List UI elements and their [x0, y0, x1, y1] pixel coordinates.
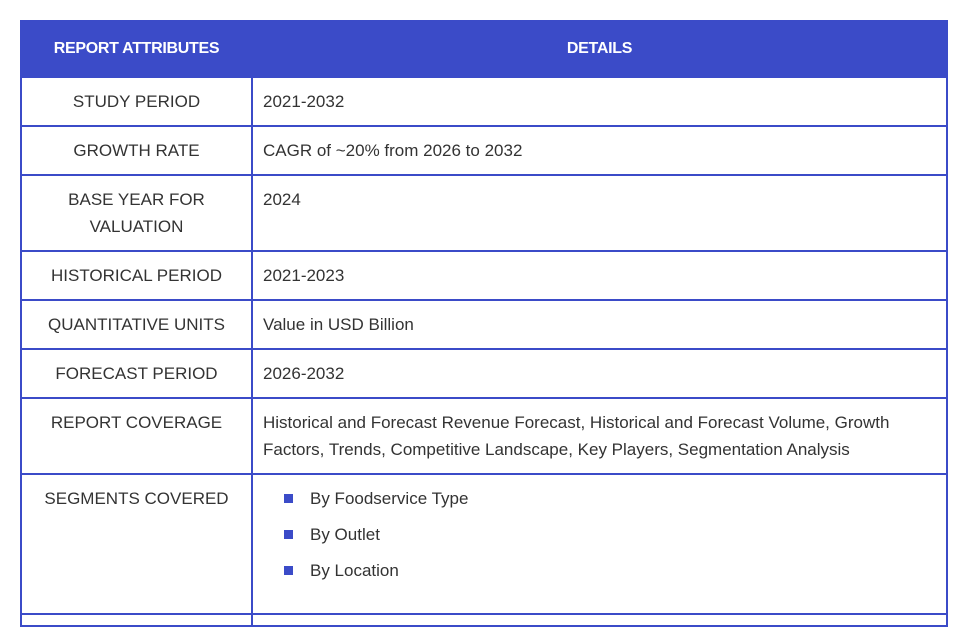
table-row: REPORT COVERAGE Historical and Forecast …: [20, 397, 948, 475]
table-row-partial: [20, 613, 948, 627]
header-report-attributes: REPORT ATTRIBUTES: [20, 20, 253, 78]
header-details: DETAILS: [251, 20, 948, 78]
detail-quantitative-units: Value in USD Billion: [251, 299, 948, 350]
report-attributes-container: REPORT ATTRIBUTES DETAILS STUDY PERIOD 2…: [20, 20, 948, 627]
table-row: FORECAST PERIOD 2026-2032: [20, 348, 948, 399]
segment-foodservice-type: By Foodservice Type: [310, 489, 469, 508]
detail-forecast-period: 2026-2032: [251, 348, 948, 399]
segments-list: By Foodservice Type By Outlet By Locatio…: [263, 485, 936, 603]
table-row: HISTORICAL PERIOD 2021-2023: [20, 250, 948, 301]
detail-historical-period: 2021-2023: [251, 250, 948, 301]
detail-base-year: 2024: [251, 174, 948, 252]
attribute-forecast-period: FORECAST PERIOD: [20, 348, 253, 399]
attribute-segments-covered: SEGMENTS COVERED: [20, 473, 253, 615]
table-row: STUDY PERIOD 2021-2032: [20, 76, 948, 127]
segment-location: By Location: [310, 561, 399, 580]
list-item: By Location: [284, 557, 936, 593]
detail-segments-covered: By Foodservice Type By Outlet By Locatio…: [251, 473, 948, 615]
table-row: GROWTH RATE CAGR of ~20% from 2026 to 20…: [20, 125, 948, 176]
table-row: SEGMENTS COVERED By Foodservice Type By …: [20, 473, 948, 615]
table-row: BASE YEAR FOR VALUATION 2024: [20, 174, 948, 252]
square-bullet-icon: [284, 566, 293, 575]
list-item: By Outlet: [284, 521, 936, 557]
attribute-report-coverage: REPORT COVERAGE: [20, 397, 253, 475]
detail-growth-rate: CAGR of ~20% from 2026 to 2032: [251, 125, 948, 176]
detail-study-period: 2021-2032: [251, 76, 948, 127]
list-item: By Foodservice Type: [284, 485, 936, 521]
segment-outlet: By Outlet: [310, 525, 380, 544]
attribute-quantitative-units: QUANTITATIVE UNITS: [20, 299, 253, 350]
detail-report-coverage: Historical and Forecast Revenue Forecast…: [251, 397, 948, 475]
square-bullet-icon: [284, 530, 293, 539]
table-header-row: REPORT ATTRIBUTES DETAILS: [20, 20, 948, 78]
attribute-base-year: BASE YEAR FOR VALUATION: [20, 174, 253, 252]
attribute-historical-period: HISTORICAL PERIOD: [20, 250, 253, 301]
attribute-growth-rate: GROWTH RATE: [20, 125, 253, 176]
attribute-study-period: STUDY PERIOD: [20, 76, 253, 127]
partial-cell: [251, 613, 948, 627]
table-row: QUANTITATIVE UNITS Value in USD Billion: [20, 299, 948, 350]
partial-cell: [20, 613, 253, 627]
report-attributes-table: REPORT ATTRIBUTES DETAILS STUDY PERIOD 2…: [20, 20, 948, 627]
square-bullet-icon: [284, 494, 293, 503]
